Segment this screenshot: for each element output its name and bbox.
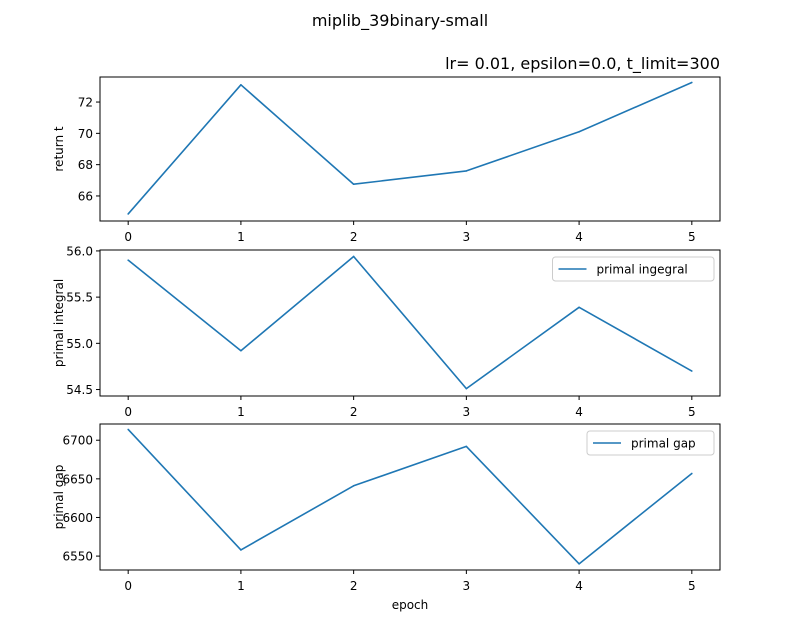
y-tick-label: 68 — [78, 158, 93, 172]
subplots: lr= 0.01, epsilon=0.0, t_limit=300 0 1 2 3 4 5… — [52, 54, 721, 612]
data-point — [691, 370, 693, 372]
x-tick-label: 1 — [237, 230, 245, 244]
x-axis-label: epoch — [392, 598, 429, 612]
data-point — [127, 213, 129, 215]
x-tick-label: 1 — [237, 405, 245, 419]
data-point — [352, 183, 355, 186]
figure-suptitle: miplib_39binary-small — [312, 11, 488, 31]
data-point — [352, 484, 355, 487]
x-tick-label: 4 — [575, 405, 583, 419]
y-tick-label: 66 — [78, 189, 93, 203]
y-axis-label: primal gap — [52, 465, 66, 530]
legend-box — [552, 256, 715, 282]
subplot-3: 0 1 2 3 4 5 6550 6600 6650 6700 primal gap epoch pri… — [52, 423, 721, 612]
data-point — [240, 549, 242, 551]
plot-frame — [99, 423, 721, 571]
y-tick-label: 72 — [78, 96, 93, 110]
y-axis-label: return t — [52, 126, 66, 172]
y-tick-label: 70 — [78, 127, 93, 141]
data-point — [240, 349, 242, 352]
series-line — [127, 428, 693, 565]
y-tick-label: 6650 — [62, 472, 93, 486]
data-point — [578, 130, 580, 133]
y-tick-label: 6700 — [62, 434, 93, 448]
x-tick-label: 5 — [688, 579, 696, 593]
subplot-1: lr= 0.01, epsilon=0.0, t_limit=300 0 1 2 3 4 5… — [52, 54, 721, 244]
y-tick-label: 56.0 — [66, 244, 93, 258]
x-tick-label: 4 — [575, 579, 583, 593]
x-tick-label: 2 — [350, 579, 358, 593]
plot-frame — [99, 76, 721, 222]
subplot-title: lr= 0.01, epsilon=0.0, t_limit=300 — [445, 54, 720, 74]
data-point — [127, 259, 129, 261]
y-tick-label: 6550 — [62, 550, 93, 564]
legend: primal gap — [586, 430, 715, 456]
y-tick-label: 55.0 — [66, 337, 93, 351]
y-tick-label: 6600 — [62, 511, 93, 525]
data-point — [240, 84, 242, 86]
x-tick-label: 3 — [463, 230, 471, 244]
data-point — [465, 387, 468, 390]
legend-box — [586, 430, 715, 456]
y-tick-label: 55.5 — [66, 291, 93, 305]
x-tick-label: 5 — [688, 405, 696, 419]
x-tick-label: 1 — [237, 579, 245, 593]
x-tick-label: 2 — [350, 230, 358, 244]
data-point — [465, 170, 468, 172]
legend-label: primal ingegral — [597, 263, 688, 277]
plot-frame — [99, 249, 721, 397]
series-line — [127, 81, 693, 215]
x-tick-label: 0 — [124, 405, 132, 419]
data-point — [578, 563, 580, 565]
y-tick-label: 54.5 — [66, 383, 93, 397]
data-point — [691, 81, 693, 84]
subplot-2: 0 1 2 3 4 5 54.5 55.0 55.5 56.0 primal integral pri… — [52, 244, 721, 419]
x-tick-label: 0 — [124, 579, 132, 593]
data-point — [465, 445, 468, 448]
data-point — [578, 306, 580, 309]
x-tick-label: 4 — [575, 230, 583, 244]
x-tick-label: 5 — [688, 230, 696, 244]
data-point — [691, 472, 693, 475]
data-point — [352, 255, 355, 258]
legend-label: primal gap — [631, 437, 696, 451]
data-point — [127, 428, 129, 431]
legend: primal ingegral — [552, 256, 715, 282]
x-tick-label: 3 — [463, 579, 471, 593]
y-axis-label: primal integral — [52, 279, 66, 367]
x-tick-label: 0 — [124, 230, 132, 244]
x-tick-label: 3 — [463, 405, 471, 419]
series-line — [127, 255, 693, 390]
x-tick-label: 2 — [350, 405, 358, 419]
